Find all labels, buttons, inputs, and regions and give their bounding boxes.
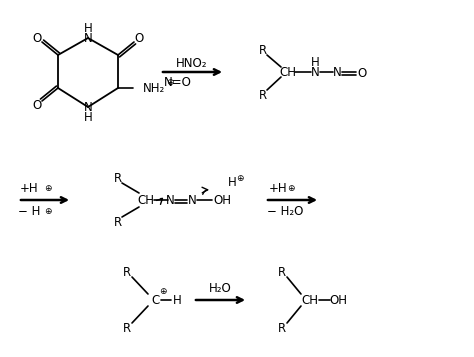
Text: OH: OH xyxy=(329,293,347,307)
Text: O: O xyxy=(357,66,366,80)
Text: N: N xyxy=(165,193,174,206)
Text: − H₂O: − H₂O xyxy=(267,205,303,217)
Text: R: R xyxy=(114,216,122,228)
Text: R: R xyxy=(123,322,131,335)
Text: C: C xyxy=(151,293,159,307)
Text: N: N xyxy=(310,65,319,79)
Text: R: R xyxy=(259,44,267,56)
Text: CH: CH xyxy=(137,193,155,206)
Text: R: R xyxy=(123,266,131,278)
Text: ⊕: ⊕ xyxy=(166,77,174,86)
Text: ⊕: ⊕ xyxy=(159,287,167,297)
Text: ⊕: ⊕ xyxy=(287,183,294,192)
Text: N=O: N=O xyxy=(164,75,192,89)
Text: H: H xyxy=(228,176,237,188)
Text: +H: +H xyxy=(20,181,38,195)
Text: N: N xyxy=(83,101,92,114)
Text: − H: − H xyxy=(18,205,40,217)
Text: H₂O: H₂O xyxy=(209,282,231,296)
Text: N: N xyxy=(83,31,92,45)
Text: H: H xyxy=(83,111,92,124)
Text: R: R xyxy=(114,171,122,185)
Text: H: H xyxy=(173,293,182,307)
Text: +H: +H xyxy=(269,181,288,195)
Text: ⊕: ⊕ xyxy=(236,174,244,182)
Text: R: R xyxy=(259,89,267,101)
Text: H: H xyxy=(83,21,92,35)
Text: O: O xyxy=(32,31,42,45)
Text: ⊕: ⊕ xyxy=(44,183,52,192)
Text: ⊕: ⊕ xyxy=(44,206,52,216)
Text: OH: OH xyxy=(213,193,231,206)
Text: CH: CH xyxy=(301,293,319,307)
Text: O: O xyxy=(32,99,42,111)
Text: N: N xyxy=(333,65,341,79)
Text: HNO₂: HNO₂ xyxy=(176,56,208,70)
Text: CH: CH xyxy=(280,65,297,79)
Text: O: O xyxy=(134,31,144,45)
Text: H: H xyxy=(310,55,319,69)
Text: N: N xyxy=(188,193,196,206)
Text: NH₂: NH₂ xyxy=(143,81,165,95)
Text: R: R xyxy=(278,266,286,278)
Text: R: R xyxy=(278,322,286,335)
